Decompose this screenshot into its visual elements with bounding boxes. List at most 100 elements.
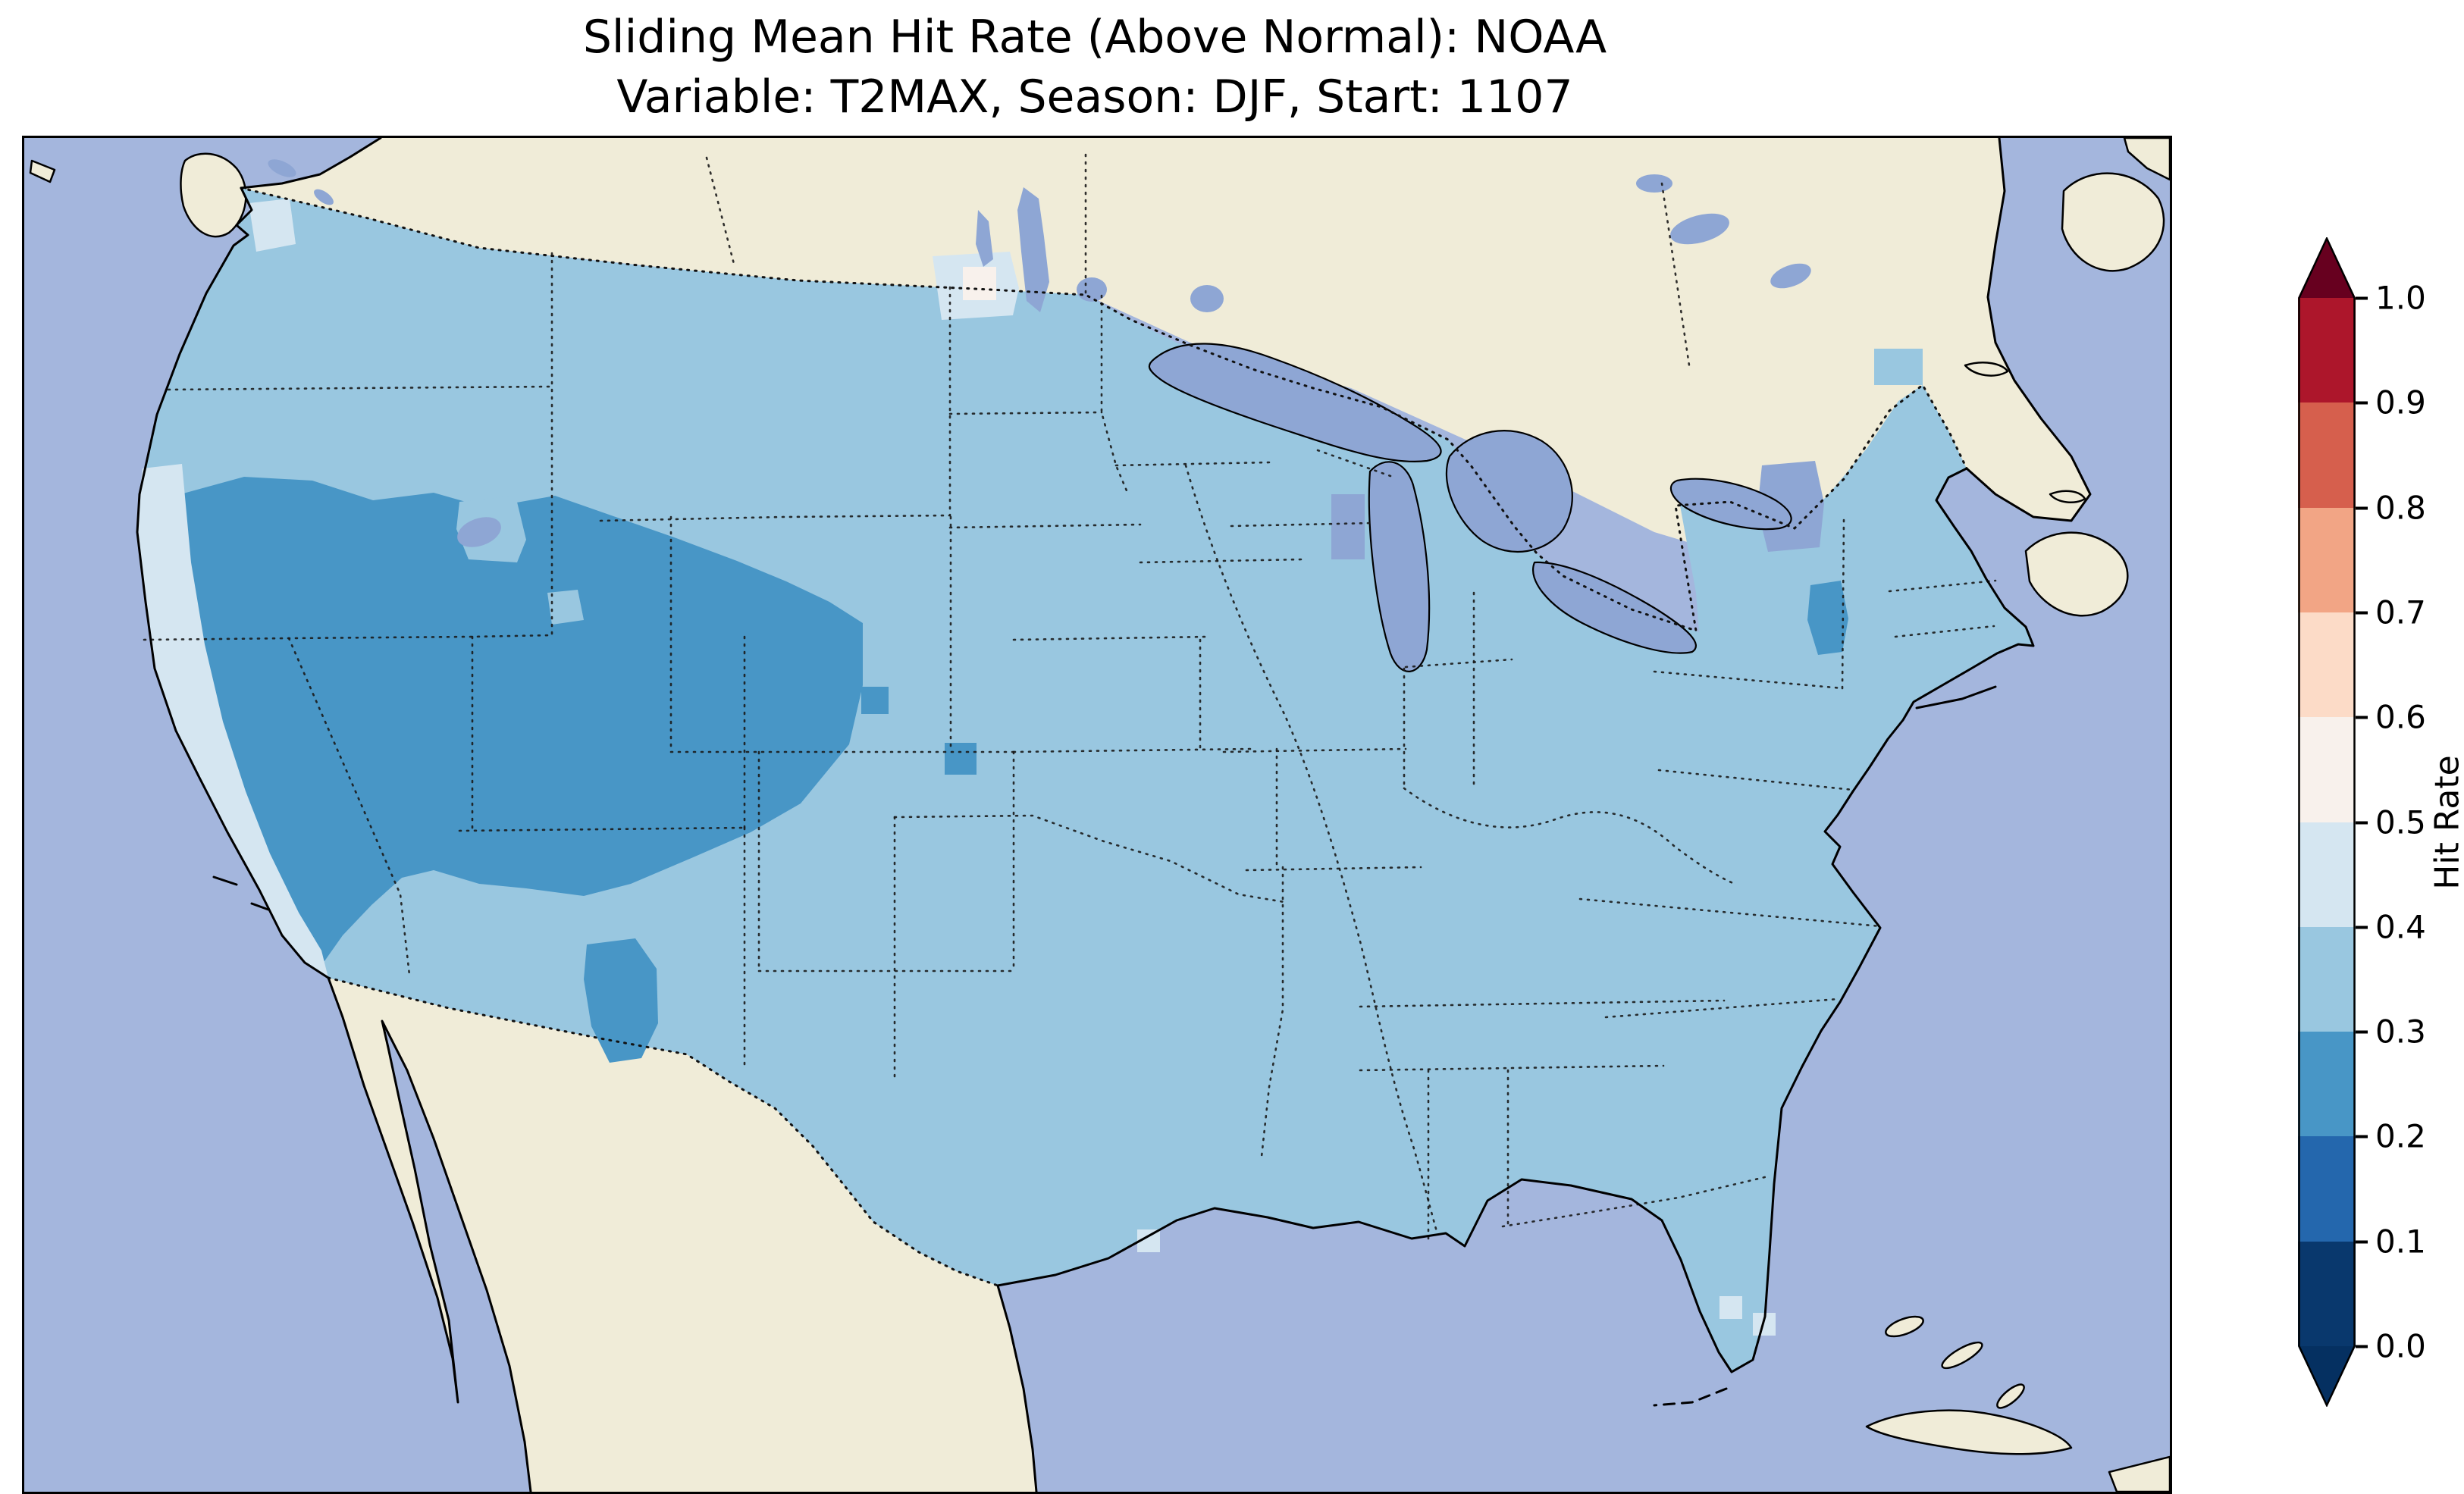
florida-keys xyxy=(1653,1387,1728,1407)
hispaniola-corner xyxy=(2108,1455,2170,1492)
colorbar-tick-0.0: 0.0 xyxy=(2356,1328,2426,1365)
mexico-gulf-coast xyxy=(996,1284,1038,1492)
land-no-data xyxy=(29,138,2170,1492)
colorbar-tick-0.3: 0.3 xyxy=(2356,1013,2426,1051)
tick-mark xyxy=(2356,1345,2368,1348)
cuba xyxy=(1865,1409,2073,1455)
lake-of-the-woods xyxy=(1077,277,1107,302)
colorbar-bin-0.9-1.0 xyxy=(2298,298,2356,403)
minnesota-pale-cell xyxy=(963,267,996,300)
tick-label: 0.3 xyxy=(2375,1013,2426,1051)
colorbar-bin-0.2-0.3 xyxy=(2298,1032,2356,1137)
colorbar-tick-0.4: 0.4 xyxy=(2356,909,2426,946)
lake-ontario xyxy=(1669,478,1792,531)
tick-label: 0.6 xyxy=(2375,698,2426,736)
colorbar-tick-0.5: 0.5 xyxy=(2356,804,2426,841)
lake-erie xyxy=(1532,561,1697,654)
labrador-corner xyxy=(2123,138,2170,181)
canada-east-coast xyxy=(1965,138,2092,522)
quebec-lake-2 xyxy=(1770,263,1811,289)
mexico-baja-coast xyxy=(327,976,532,1492)
tick-label: 0.2 xyxy=(2375,1117,2426,1155)
prince-edward-island xyxy=(2049,490,2086,504)
tick-mark xyxy=(2356,506,2368,509)
colorbar-bin-0.3-0.4 xyxy=(2298,927,2356,1032)
bahamas-island-3 xyxy=(1996,1383,2025,1409)
colorbar-over-arrow xyxy=(2298,237,2356,298)
tick-label: 0.1 xyxy=(2375,1223,2426,1261)
california-coastal-strip xyxy=(137,464,328,978)
quebec-lake-1 xyxy=(1670,213,1729,245)
small-island-nw xyxy=(29,159,56,183)
state-borders xyxy=(143,153,1997,1245)
lake-nipigon xyxy=(1190,285,1224,312)
tick-mark xyxy=(2356,1030,2368,1033)
chart-title-line2: Variable: T2MAX, Season: DJF, Start: 110… xyxy=(616,70,1573,124)
tick-mark xyxy=(2356,401,2368,404)
pale-hit-rate-cell xyxy=(963,267,996,300)
colorbar-ticks: 1.0 0.9 0.8 0.7 0.6 0.5 0.4 0.3 0.2 0.1 … xyxy=(2356,280,2462,1365)
colorbar-bin-0.5-0.6 xyxy=(2298,717,2356,823)
bahamas-island-2 xyxy=(1941,1341,1983,1370)
tick-label: 0.5 xyxy=(2375,803,2426,841)
colorbar-bin-0.1-0.2 xyxy=(2298,1136,2356,1242)
conus-hit-rate-map xyxy=(24,138,2170,1492)
us-canada-border xyxy=(240,186,1968,633)
long-island xyxy=(1915,685,1997,709)
bc-lake-1 xyxy=(268,159,296,177)
plains-low-cell-1 xyxy=(945,743,977,775)
tick-mark xyxy=(2356,716,2368,719)
low-hit-rate-regions xyxy=(180,477,1848,1063)
tick-mark xyxy=(2356,1240,2368,1243)
country-borders xyxy=(240,186,1968,1287)
colorbar-tick-0.6: 0.6 xyxy=(2356,699,2426,736)
us-gulf-atlantic-coast xyxy=(996,467,2035,1373)
tick-label: 0.9 xyxy=(2375,384,2426,421)
anticosti-island xyxy=(1964,362,2009,377)
channel-islands xyxy=(212,875,270,911)
wisconsin-lakeside-cell xyxy=(1331,494,1365,559)
quebec-lake-3 xyxy=(1636,174,1672,193)
lake-huron xyxy=(1445,430,1573,553)
colorbar-bin-0.4-0.5 xyxy=(2298,822,2356,928)
colorbar-outline xyxy=(2298,237,2356,1407)
tick-label: 0.8 xyxy=(2375,489,2426,527)
colorbar-swatches xyxy=(2298,237,2356,1407)
colorbar-tick-0.7: 0.7 xyxy=(2356,594,2426,631)
new-jersey-low-patch xyxy=(1807,581,1848,655)
mexico-landmass xyxy=(328,978,1036,1492)
canada-west-coast xyxy=(240,138,382,189)
tick-mark xyxy=(2356,296,2368,299)
colorbar-tick-0.1: 0.1 xyxy=(2356,1223,2426,1261)
lake-winnipegosis xyxy=(976,210,993,267)
canada-landmass xyxy=(241,138,2090,566)
colorbar-bin-0.0-0.1 xyxy=(2298,1242,2356,1346)
tick-mark xyxy=(2356,611,2368,614)
nova-scotia xyxy=(2024,531,2129,617)
us-region-fill xyxy=(137,188,2033,1372)
colorbar-under-arrow xyxy=(2298,1346,2356,1407)
coastlines xyxy=(136,138,2092,1492)
tick-label: 1.0 xyxy=(2375,279,2426,317)
lakes xyxy=(268,159,1811,672)
lake-winnipeg xyxy=(1017,187,1049,312)
colorbar-tick-0.8: 0.8 xyxy=(2356,490,2426,527)
puget-sound-patch xyxy=(249,199,296,252)
new-mexico-low-pocket xyxy=(584,938,658,1063)
plains-low-cell-2 xyxy=(861,687,889,714)
colorbar-bin-0.6-0.7 xyxy=(2298,612,2356,718)
great-salt-lake xyxy=(457,517,501,547)
us-mexico-border xyxy=(327,976,999,1287)
pacific-coast xyxy=(136,186,330,979)
colorbar-tick-1.0: 1.0 xyxy=(2356,280,2426,317)
tick-label: 0.7 xyxy=(2375,594,2426,631)
utah-light-hole xyxy=(547,590,584,625)
colorbar-tick-0.2: 0.2 xyxy=(2356,1118,2426,1155)
new-brunswick-cells xyxy=(1874,349,1923,385)
vancouver-island xyxy=(180,152,247,238)
bahamas-island-1 xyxy=(1885,1315,1924,1338)
tick-mark xyxy=(2356,926,2368,929)
tick-label: 0.4 xyxy=(2375,908,2426,946)
chart-title: Sliding Mean Hit Rate (Above Normal): NO… xyxy=(22,8,2168,127)
florida-coast-cell-1 xyxy=(1719,1296,1742,1319)
